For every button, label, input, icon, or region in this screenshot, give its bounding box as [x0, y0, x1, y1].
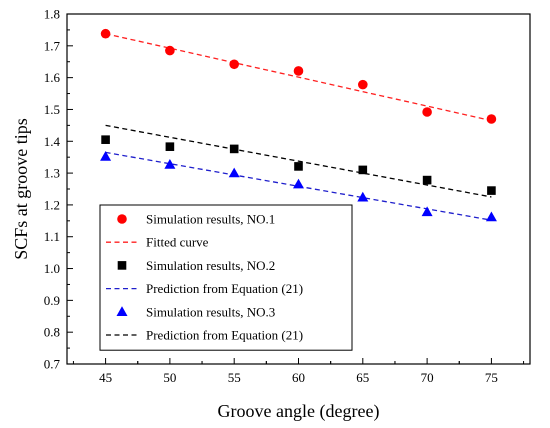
triangle-marker — [421, 206, 433, 217]
legend-entry-label: Simulation results, NO.1 — [146, 212, 275, 227]
y-tick-label: 1.7 — [44, 38, 61, 53]
x-tick-labels: 45 50 55 60 65 70 75 — [99, 370, 498, 385]
y-tick-label: 1.2 — [44, 197, 60, 212]
y-tick-label: 1.0 — [44, 261, 60, 276]
dashed-series-line — [105, 33, 492, 122]
circle-marker — [293, 66, 304, 76]
x-axis-title: Groove angle (degree) — [218, 401, 380, 422]
circle-marker — [117, 214, 127, 224]
y-tick-label: 1.8 — [44, 7, 60, 22]
square-marker — [101, 135, 110, 144]
axis-ticks — [67, 13, 525, 365]
x-tick-label: 70 — [421, 370, 434, 385]
square-marker — [294, 162, 303, 171]
y-tick-label: 1.4 — [44, 134, 61, 149]
triangle-marker — [164, 159, 176, 169]
x-tick-label: 55 — [228, 370, 241, 385]
triangle-marker — [293, 178, 304, 189]
legend: Simulation results, NO.1 Fitted curve Simu… — [99, 204, 353, 351]
x-tick-label: 45 — [99, 370, 112, 385]
circle-marker — [229, 59, 239, 70]
y-tick-label: 1.3 — [44, 166, 60, 181]
legend-entry-label: Prediction from Equation (21) — [146, 281, 303, 296]
legend-box — [99, 204, 353, 351]
dashed-series-line — [105, 124, 492, 198]
square-marker — [422, 175, 432, 185]
y-tick-label: 0.8 — [44, 325, 60, 340]
y-tick-label: 1.6 — [44, 70, 61, 85]
triangle-marker — [357, 191, 369, 202]
square-marker — [117, 261, 127, 270]
x-tick-label: 60 — [292, 370, 305, 385]
square-marker — [487, 186, 496, 195]
y-tick-label: 1.5 — [44, 102, 60, 117]
legend-entry-label: Prediction from Equation (21) — [146, 328, 303, 343]
legend-entry-label: Simulation results, NO.3 — [146, 304, 275, 319]
circle-marker — [422, 107, 432, 117]
y-tick-label: 1.1 — [44, 229, 60, 244]
y-tick-label: 0.9 — [44, 293, 60, 308]
y-tick-label: 0.7 — [44, 357, 61, 372]
circle-marker — [165, 45, 175, 56]
legend-entry-label: Simulation results, NO.2 — [146, 258, 275, 273]
circle-marker — [486, 114, 497, 124]
triangle-marker — [485, 211, 497, 222]
x-tick-label: 65 — [356, 370, 369, 385]
triangle-marker — [116, 306, 128, 316]
circle-marker — [358, 79, 368, 90]
circle-marker — [100, 28, 111, 39]
triangle-marker — [100, 151, 112, 161]
series-layer — [100, 28, 497, 222]
y-axis-title: SCFs at groove tips — [11, 118, 31, 260]
legend-entry-label: Fitted curve — [146, 235, 209, 250]
triangle-marker — [228, 167, 240, 178]
square-marker — [358, 165, 368, 175]
x-tick-label: 75 — [485, 370, 498, 385]
square-marker — [229, 144, 239, 154]
y-tick-labels: 0.7 0.8 0.9 1.0 1.1 1.2 1.3 1.4 1.5 1.6 1.7 1.8 — [44, 7, 61, 372]
square-marker — [165, 142, 175, 151]
x-tick-label: 50 — [163, 370, 176, 385]
